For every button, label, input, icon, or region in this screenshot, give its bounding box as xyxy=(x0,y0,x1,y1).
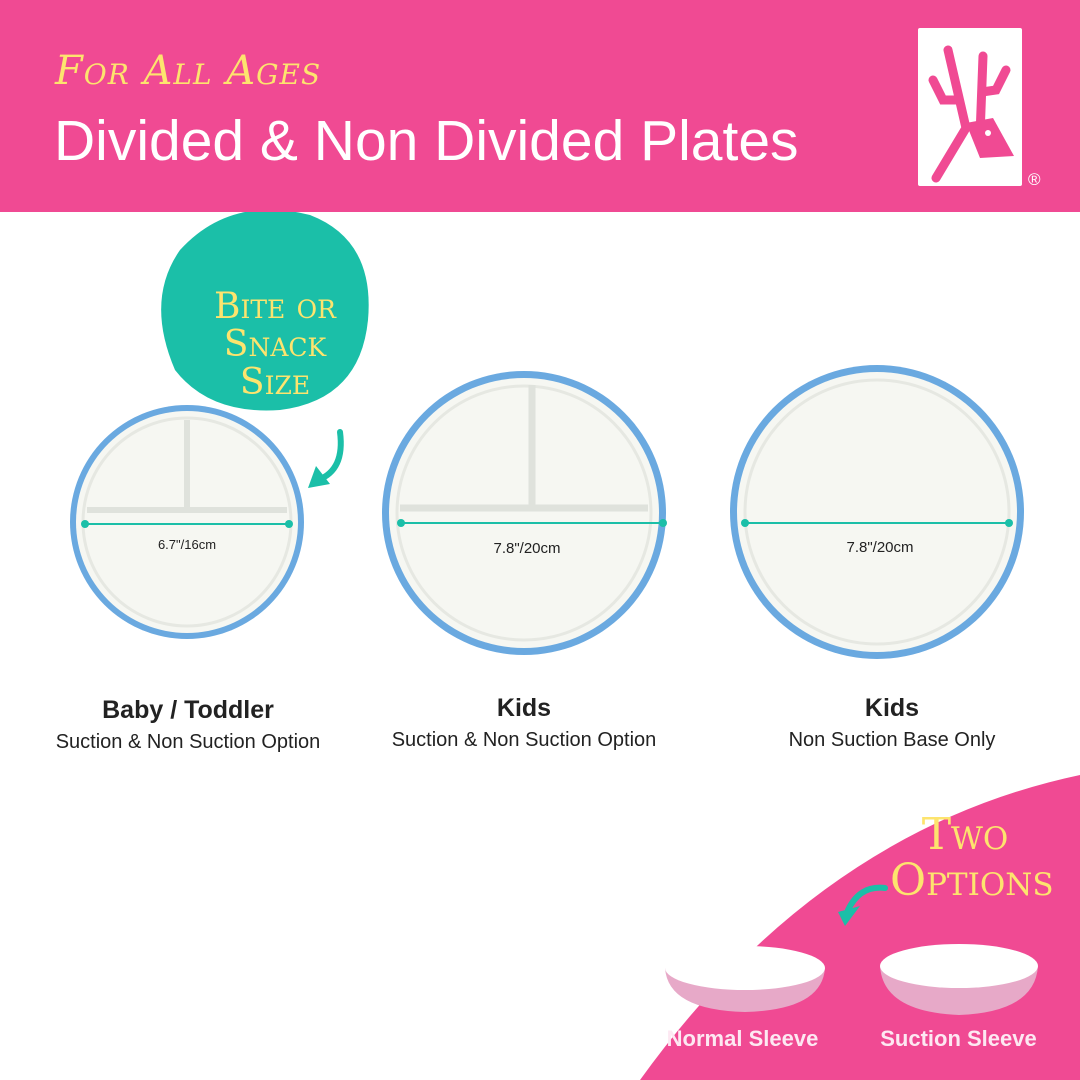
suction-sleeve-image xyxy=(880,944,1038,1015)
options-arrow-icon xyxy=(845,884,888,913)
header-banner: For All Ages Divided & Non Divided Plate… xyxy=(0,0,1080,212)
plate-baby-toddler xyxy=(70,405,304,639)
options-line-2: Options xyxy=(890,855,1054,907)
plate-1-title: Baby / Toddler xyxy=(102,696,274,724)
plate-2-title: Kids xyxy=(496,694,552,722)
plate-3-title: Kids xyxy=(864,694,920,722)
normal-sleeve-label: Normal Sleeve xyxy=(666,1026,819,1051)
plate-3-subtitle: Non Suction Base Only xyxy=(788,729,996,751)
badge-line-1: Bite or xyxy=(213,286,337,327)
options-arrow-head-icon xyxy=(838,906,860,926)
arrow-head-icon xyxy=(308,466,330,488)
snack-size-badge-shape xyxy=(161,209,369,411)
plate-1-label: Baby / Toddler Suction & Non Suction Opt… xyxy=(38,696,338,754)
plate-1-subtitle: Suction & Non Suction Option xyxy=(55,731,321,753)
page-title: Divided & Non Divided Plates xyxy=(54,109,799,173)
brand-logo-deer-icon xyxy=(918,28,1022,186)
plate-kids-divided xyxy=(382,371,667,655)
two-options-heading: Two Options xyxy=(890,809,1054,907)
arrow-icon xyxy=(315,429,344,483)
plate-2-dimension: 7.8"/20cm xyxy=(493,540,561,557)
badge-line-2: Snack Size xyxy=(223,323,327,403)
plate-2-label: Kids Suction & Non Suction Option xyxy=(374,694,674,752)
plate-3-dimension: 7.8"/20cm xyxy=(846,539,914,556)
plate-1-dimension: 6.7"/16cm xyxy=(157,537,217,552)
registered-mark: ® xyxy=(1028,170,1041,189)
normal-sleeve-image xyxy=(665,946,825,1012)
header-kicker: For All Ages xyxy=(55,48,322,94)
suction-sleeve-label: Suction Sleeve xyxy=(880,1026,1037,1051)
plate-2-subtitle: Suction & Non Suction Option xyxy=(391,729,657,751)
plate-3-label: Kids Non Suction Base Only xyxy=(742,694,1042,752)
plate-kids-non-divided xyxy=(730,365,1024,659)
options-line-1: Two xyxy=(921,809,1009,860)
snack-size-badge: Bite or Snack Size xyxy=(185,288,365,401)
